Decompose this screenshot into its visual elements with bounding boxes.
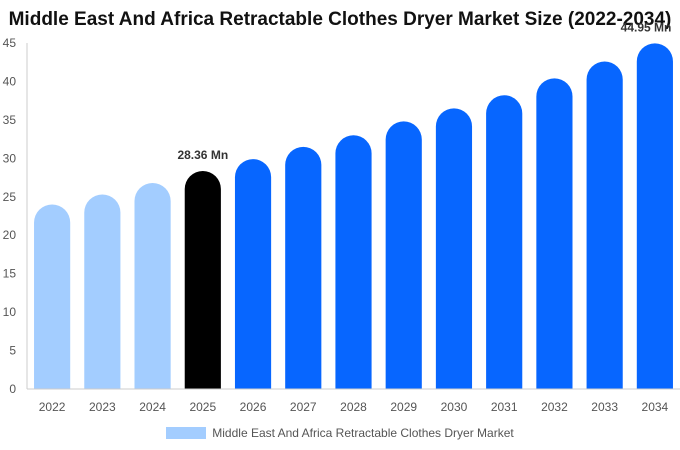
- bar-2031: [486, 95, 523, 389]
- x-tick-label: 2024: [139, 400, 166, 414]
- legend: Middle East And Africa Retractable Cloth…: [0, 426, 680, 440]
- bar-2033: [586, 61, 623, 390]
- bar-2029: [385, 121, 422, 390]
- bar-2024: [134, 182, 171, 389]
- legend-swatch: [166, 427, 207, 439]
- y-tick-label: 20: [3, 228, 17, 242]
- x-tick-label: 2032: [541, 400, 568, 414]
- x-tick-label: 2034: [642, 400, 669, 414]
- y-tick-label: 25: [3, 190, 17, 204]
- y-tick-label: 30: [3, 151, 17, 165]
- x-tick-label: 2023: [89, 400, 116, 414]
- chart-title: Middle East And Africa Retractable Cloth…: [8, 9, 672, 30]
- bar-2022: [34, 204, 71, 389]
- bar-2034: [636, 43, 673, 389]
- x-tick-label: 2027: [290, 400, 317, 414]
- y-tick-label: 35: [3, 113, 17, 127]
- x-tick-label: 2026: [240, 400, 267, 414]
- x-tick-label: 2028: [340, 400, 367, 414]
- bar-2023: [84, 194, 121, 389]
- y-tick-label: 10: [3, 305, 17, 319]
- y-tick-label: 45: [3, 36, 17, 50]
- bars: [34, 43, 673, 390]
- x-tick-label: 2031: [491, 400, 518, 414]
- x-tick-label: 2025: [189, 400, 216, 414]
- y-tick-label: 0: [9, 382, 16, 396]
- bar-2030: [435, 108, 473, 390]
- y-tick-label: 15: [3, 267, 17, 281]
- x-tick-label: 2029: [390, 400, 417, 414]
- y-axis: 0 5 10 15 20 25 30 35 40 45: [3, 36, 28, 396]
- data-labels: 28.36 Mn 44.95 Mn: [177, 20, 671, 162]
- data-label-2034: 44.95 Mn: [621, 20, 672, 34]
- x-tick-label: 2033: [591, 400, 618, 414]
- bar-2026: [234, 159, 272, 389]
- bar-2027: [285, 146, 322, 389]
- bar-2032: [536, 78, 573, 389]
- y-tick-label: 40: [3, 74, 17, 88]
- data-label-2025: 28.36 Mn: [177, 148, 228, 162]
- legend-label: Middle East And Africa Retractable Cloth…: [212, 426, 514, 440]
- bar-2028: [335, 135, 372, 389]
- x-tick-label: 2022: [39, 400, 66, 414]
- x-tick-label: 2030: [441, 400, 468, 414]
- bar-2025: [184, 170, 221, 389]
- y-tick-label: 5: [9, 344, 16, 358]
- x-axis: 2022 2023 2024 2025 2026 2027 2028 2029 2030 2031…: [27, 388, 680, 414]
